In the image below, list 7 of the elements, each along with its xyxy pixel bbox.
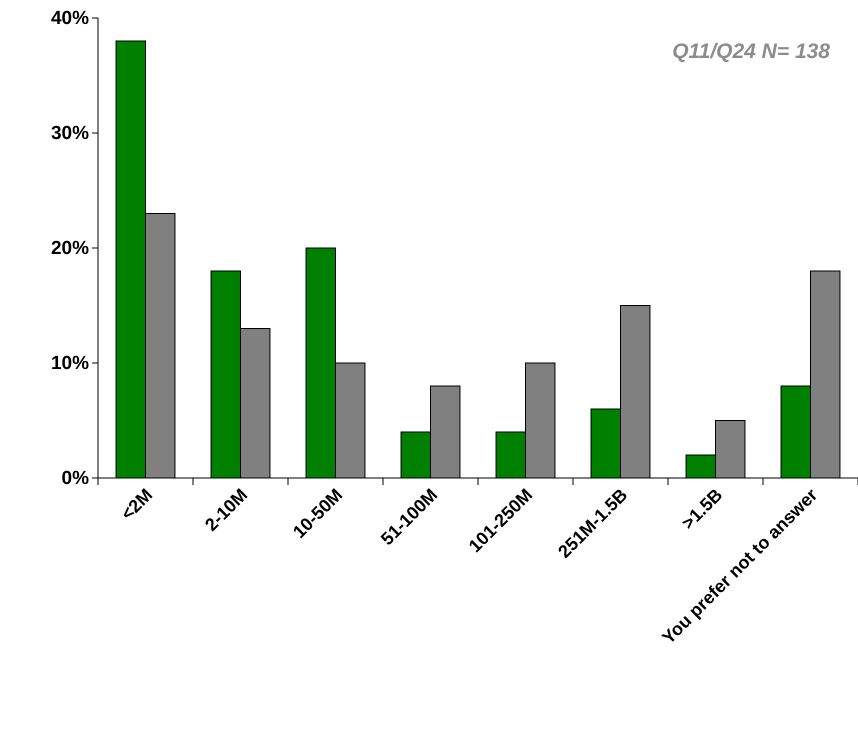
y-tick-label: 0% — [62, 468, 90, 490]
x-tick-label: <2M — [117, 484, 156, 524]
y-tick-label: 40% — [50, 8, 90, 30]
annotation: Q11/Q24 N= 138 — [672, 40, 830, 63]
y-tick-label: 20% — [50, 238, 90, 260]
y-tick-label: 30% — [50, 123, 90, 144]
y-tick-label: 10% — [50, 353, 90, 374]
